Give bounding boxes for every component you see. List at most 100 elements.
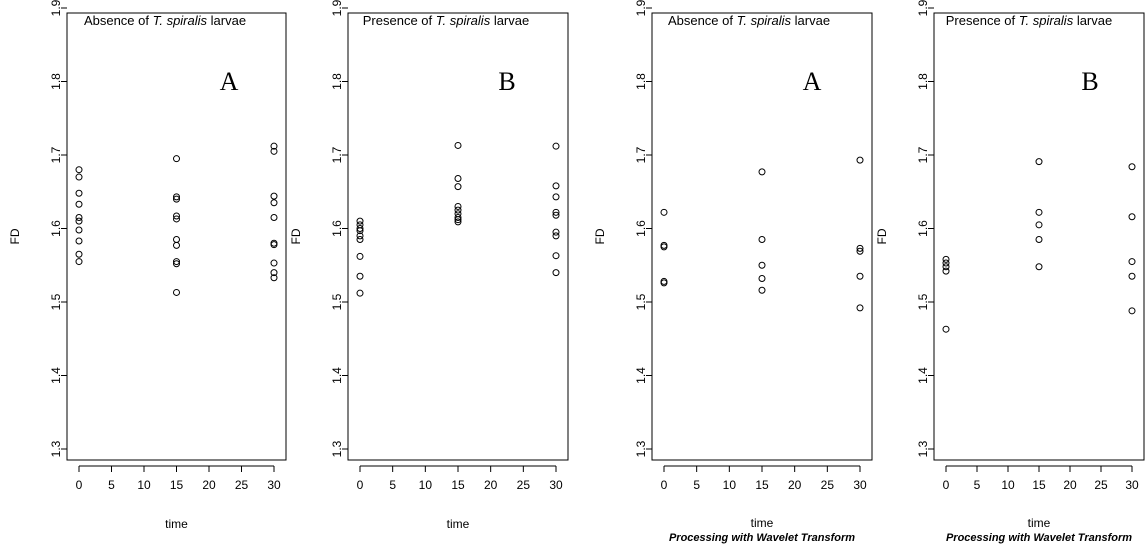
- data-point: [1128, 213, 1136, 221]
- data-point: [356, 236, 364, 244]
- x-tick-label: 30: [549, 478, 563, 492]
- x-tick-label: 0: [943, 478, 950, 492]
- x-tick-label: 30: [1125, 478, 1139, 492]
- x-tick-label: 30: [853, 478, 867, 492]
- data-point: [942, 255, 950, 263]
- y-tick-label: 1.4: [634, 367, 648, 384]
- y-tick-label: 1.5: [634, 293, 648, 310]
- data-point: [1128, 272, 1136, 280]
- data-point: [270, 259, 278, 267]
- data-point: [758, 261, 766, 269]
- y-tick-label: 1.6: [634, 220, 648, 237]
- data-point: [1128, 307, 1136, 315]
- x-tick-label: 15: [170, 478, 184, 492]
- data-point: [173, 193, 180, 201]
- y-tick-label: 1.7: [916, 146, 930, 163]
- x-tick-label: 0: [661, 478, 668, 492]
- y-axis-title: FD: [8, 228, 22, 244]
- plot-box: [933, 12, 1145, 461]
- y-axis-title: FD: [289, 228, 303, 244]
- panel-2: 1.3 1.4 1.5 1.6 1.7 1.8 1.9 0 5 10 15 20 25 30 time FD P…: [289, 0, 569, 531]
- y-tick-label: 1.8: [49, 73, 63, 90]
- data-point: [75, 217, 83, 225]
- x-tick-label: 0: [357, 478, 364, 492]
- data-point: [552, 211, 560, 219]
- y-tick-label: 1.9: [916, 0, 930, 16]
- y-tick-label: 1.6: [330, 220, 344, 237]
- panel-label: A: [803, 67, 822, 96]
- data-point: [552, 208, 560, 216]
- data-point: [552, 142, 560, 150]
- x-tick-label: 10: [137, 478, 151, 492]
- x-tick-label: 30: [267, 478, 281, 492]
- data-point: [758, 286, 766, 294]
- data-point: [173, 212, 180, 220]
- title-species: T. spiralis: [153, 13, 208, 28]
- panel-label: A: [220, 67, 239, 96]
- data-point: [75, 226, 83, 234]
- y-tick-label: 1.4: [916, 367, 930, 384]
- x-tick-label: 20: [202, 478, 216, 492]
- x-tick-label: 25: [821, 478, 835, 492]
- y-tick-label: 1.6: [49, 220, 63, 237]
- panel-caption: Processing with Wavelet Transform: [946, 532, 1132, 544]
- data-point: [173, 215, 180, 223]
- data-point: [270, 142, 278, 150]
- panel-1: 1.3 1.4 1.5 1.6 1.7 1.8 1.9 0 5 10 15 20 25 30 time FD A…: [8, 0, 287, 531]
- data-point: [1035, 221, 1043, 229]
- x-axis-title: time: [751, 516, 774, 530]
- data-point: [552, 228, 560, 236]
- data-point: [356, 272, 364, 280]
- y-tick-label: 1.3: [330, 440, 344, 457]
- data-point: [75, 166, 83, 174]
- x-axis-title: time: [447, 517, 470, 531]
- data-point: [173, 155, 180, 163]
- data-point: [856, 244, 864, 252]
- title-prefix: Presence of: [363, 13, 436, 28]
- y-tick-label: 1.3: [634, 440, 648, 457]
- data-point: [173, 241, 180, 249]
- x-tick-label: 20: [1063, 478, 1077, 492]
- x-tick-label: 15: [1032, 478, 1046, 492]
- y-tick-label: 1.7: [330, 146, 344, 163]
- data-point: [173, 195, 180, 203]
- y-tick-label: 1.5: [49, 293, 63, 310]
- data-point: [1128, 258, 1136, 266]
- y-tick-label: 1.9: [330, 0, 344, 16]
- data-point: [758, 236, 766, 244]
- y-axis-title: FD: [593, 228, 607, 244]
- data-point: [356, 289, 364, 297]
- data-point: [552, 269, 560, 277]
- data-point: [454, 206, 462, 214]
- plot-box: [651, 12, 873, 461]
- data-point: [758, 168, 766, 176]
- x-tick-label: 5: [389, 478, 396, 492]
- data-point: [75, 258, 83, 266]
- y-tick-label: 1.7: [49, 146, 63, 163]
- data-point: [942, 259, 950, 267]
- x-tick-label: 10: [419, 478, 433, 492]
- data-point: [552, 193, 560, 201]
- y-tick-label: 1.3: [916, 440, 930, 457]
- data-point: [758, 274, 766, 282]
- panel-title: Presence of T. spiralis larvae: [363, 13, 529, 28]
- y-tick-label: 1.5: [916, 293, 930, 310]
- y-tick-label: 1.8: [330, 73, 344, 90]
- x-axis-title: time: [165, 517, 188, 531]
- title-species: T. spiralis: [1019, 13, 1074, 28]
- title-suffix: larvae: [1073, 13, 1112, 28]
- data-point: [75, 200, 83, 208]
- y-tick-label: 1.6: [916, 220, 930, 237]
- data-point: [75, 237, 83, 245]
- data-point: [356, 225, 364, 232]
- data-point: [1035, 208, 1043, 216]
- y-tick-label: 1.9: [49, 0, 63, 16]
- y-tick-label: 1.5: [330, 293, 344, 310]
- title-suffix: larvae: [207, 13, 246, 28]
- x-tick-label: 5: [108, 478, 115, 492]
- data-point: [270, 274, 278, 282]
- title-prefix: Presence of: [946, 13, 1019, 28]
- panel-title: Presence of T. spiralis larvae: [946, 13, 1112, 28]
- x-tick-label: 25: [517, 478, 531, 492]
